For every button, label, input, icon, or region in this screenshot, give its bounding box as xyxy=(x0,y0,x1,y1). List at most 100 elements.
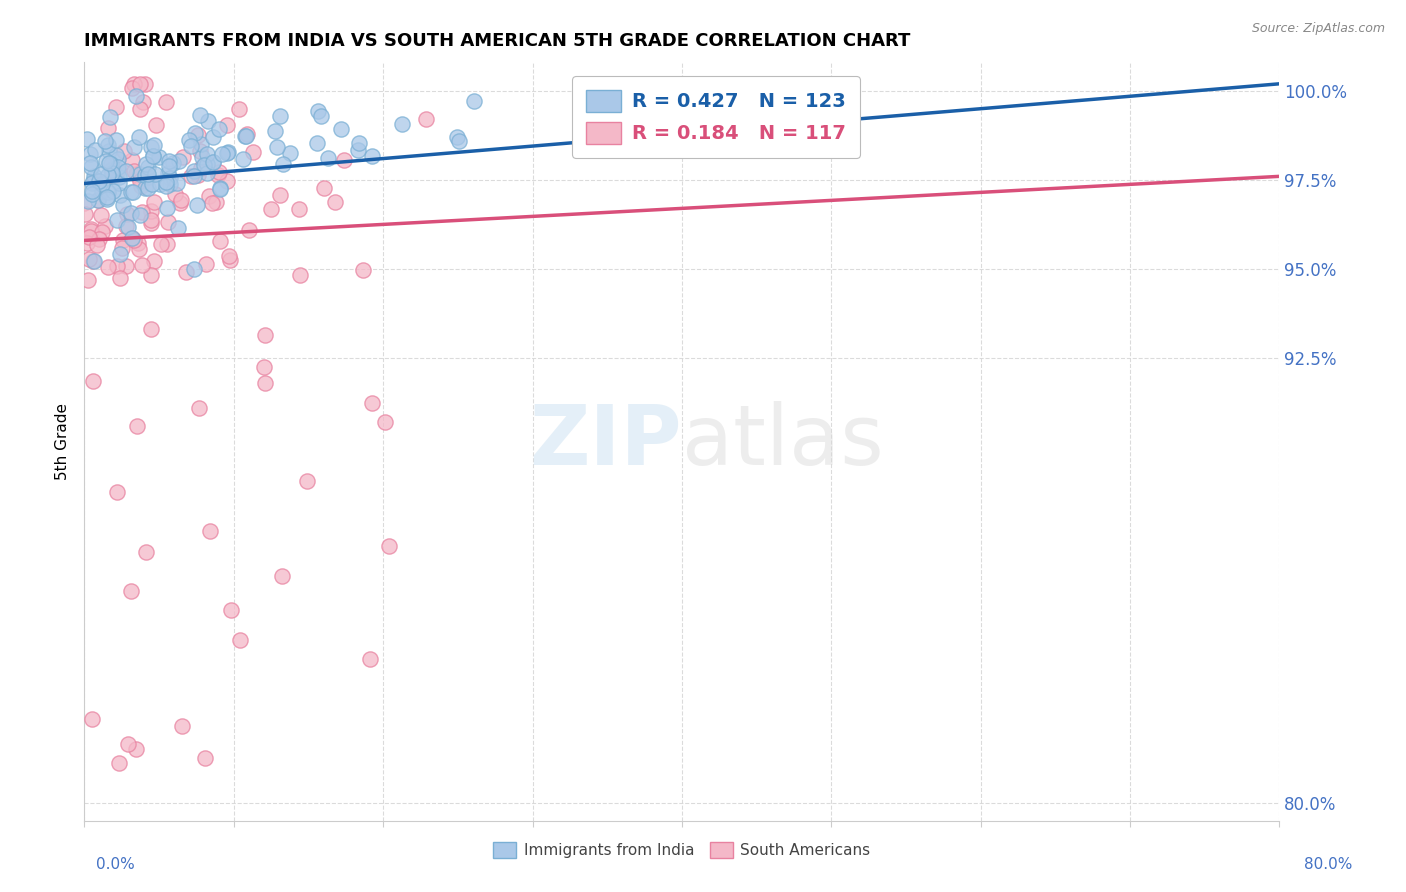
Point xyxy=(107,260,129,274)
Point xyxy=(114,164,136,178)
Point xyxy=(187,168,209,182)
Point xyxy=(349,136,371,150)
Point xyxy=(141,321,163,335)
Point xyxy=(288,268,311,283)
Point xyxy=(187,128,209,142)
Point xyxy=(238,222,260,236)
Point xyxy=(142,149,165,163)
Point xyxy=(76,194,98,208)
Point xyxy=(314,181,336,195)
Point xyxy=(100,163,122,178)
Y-axis label: 5th Grade: 5th Grade xyxy=(55,403,70,480)
Text: ZIP: ZIP xyxy=(530,401,682,482)
Point xyxy=(87,232,110,246)
Point xyxy=(186,197,208,211)
Point xyxy=(124,233,146,247)
Point xyxy=(235,128,257,143)
Point xyxy=(180,139,202,153)
Point xyxy=(134,77,156,91)
Point xyxy=(149,236,172,251)
Point xyxy=(194,257,217,271)
Text: 0.0%: 0.0% xyxy=(96,857,135,872)
Point xyxy=(121,230,143,244)
Point xyxy=(166,220,188,235)
Point xyxy=(131,205,153,219)
Point xyxy=(121,153,143,167)
Point xyxy=(108,169,131,184)
Point xyxy=(139,217,162,231)
Point xyxy=(135,157,157,171)
Point xyxy=(127,236,149,251)
Point xyxy=(112,233,135,247)
Point xyxy=(218,249,240,263)
Point xyxy=(129,209,152,223)
Point xyxy=(82,186,104,201)
Point xyxy=(252,360,274,375)
Point xyxy=(134,181,156,195)
Point xyxy=(142,138,165,153)
Point xyxy=(136,160,159,174)
Point xyxy=(378,539,401,553)
Point xyxy=(125,167,148,181)
Point xyxy=(91,225,114,239)
Point xyxy=(236,127,259,141)
Point xyxy=(83,254,105,268)
Point xyxy=(115,259,138,273)
Point xyxy=(217,146,239,161)
Point xyxy=(97,260,120,274)
Point xyxy=(77,252,100,266)
Point xyxy=(112,144,135,158)
Point xyxy=(129,167,152,181)
Point xyxy=(169,195,191,210)
Point xyxy=(117,220,139,235)
Point xyxy=(193,158,215,172)
Point xyxy=(97,145,120,159)
Point xyxy=(183,262,205,277)
Text: IMMIGRANTS FROM INDIA VS SOUTH AMERICAN 5TH GRADE CORRELATION CHART: IMMIGRANTS FROM INDIA VS SOUTH AMERICAN … xyxy=(84,32,911,50)
Point xyxy=(197,188,219,202)
Point xyxy=(207,169,229,183)
Point xyxy=(208,121,231,136)
Point xyxy=(122,164,145,178)
Point xyxy=(145,118,167,132)
Point xyxy=(131,258,153,272)
Point xyxy=(127,418,149,433)
Point xyxy=(122,185,145,199)
Point xyxy=(232,152,254,166)
Point xyxy=(157,159,180,173)
Point xyxy=(201,155,224,169)
Point xyxy=(79,156,101,170)
Point xyxy=(139,139,162,153)
Point xyxy=(187,401,209,415)
Point xyxy=(80,160,103,174)
Text: atlas: atlas xyxy=(682,401,883,482)
Point xyxy=(73,195,96,210)
Point xyxy=(361,396,384,410)
Point xyxy=(307,104,329,119)
Point xyxy=(107,160,129,174)
Point xyxy=(169,153,191,168)
Point xyxy=(217,118,239,132)
Point xyxy=(121,81,143,95)
Point xyxy=(141,177,163,191)
Point xyxy=(80,222,103,236)
Point xyxy=(97,185,120,199)
Point xyxy=(228,102,250,116)
Point xyxy=(138,181,160,195)
Point xyxy=(143,167,166,181)
Point xyxy=(269,187,291,202)
Point xyxy=(163,186,186,201)
Point xyxy=(105,213,128,227)
Point xyxy=(211,146,233,161)
Point xyxy=(94,219,117,234)
Point xyxy=(391,117,413,131)
Point xyxy=(143,194,166,209)
Point xyxy=(254,376,277,391)
Point xyxy=(155,175,177,189)
Point xyxy=(242,145,264,159)
Point xyxy=(120,206,142,220)
Point xyxy=(463,95,485,109)
Point xyxy=(108,271,131,285)
Point xyxy=(120,583,142,598)
Point xyxy=(101,161,124,176)
